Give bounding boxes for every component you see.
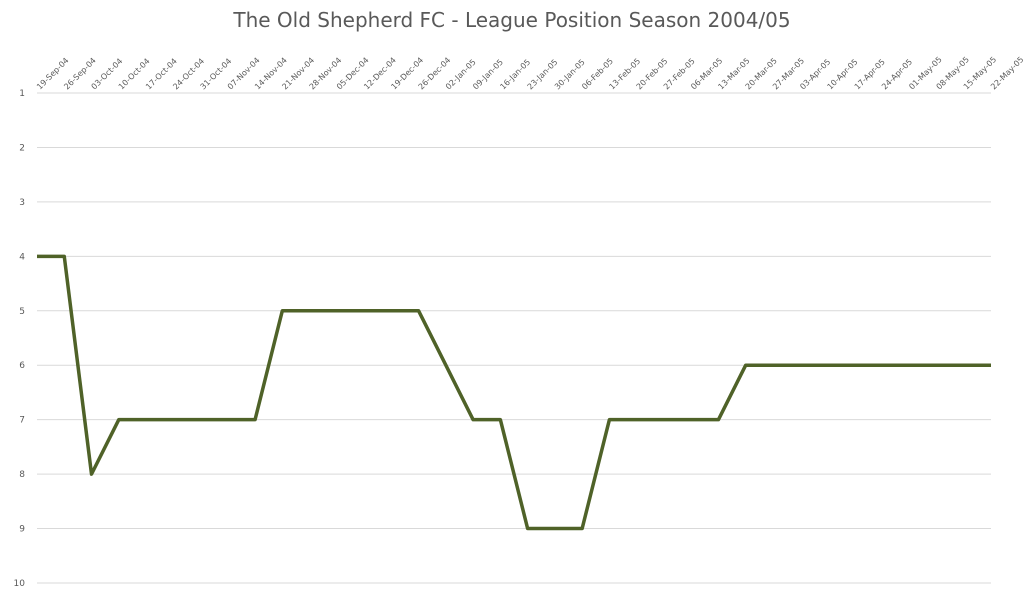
y-tick-label: 7 (19, 416, 25, 426)
y-tick-label: 1 (19, 89, 25, 99)
gridlines (37, 92, 991, 584)
y-tick-label: 6 (19, 361, 25, 371)
x-axis-ticks: 19-Sep-0426-Sep-0403-Oct-0410-Oct-0417-O… (35, 55, 1024, 91)
y-tick-label: 8 (19, 470, 25, 480)
y-tick-label: 2 (19, 143, 25, 153)
series-line-layer (37, 254, 991, 531)
y-tick-label: 3 (19, 198, 25, 208)
y-tick-label: 9 (19, 525, 25, 535)
chart-title: The Old Shepherd FC - League Position Se… (233, 8, 791, 32)
series-line (37, 254, 991, 531)
y-tick-label: 4 (19, 252, 25, 262)
y-tick-label: 5 (19, 307, 25, 317)
y-tick-label: 10 (14, 579, 26, 589)
y-axis-ticks: 1 2 3 4 5 6 7 8 9 10 (14, 89, 26, 589)
